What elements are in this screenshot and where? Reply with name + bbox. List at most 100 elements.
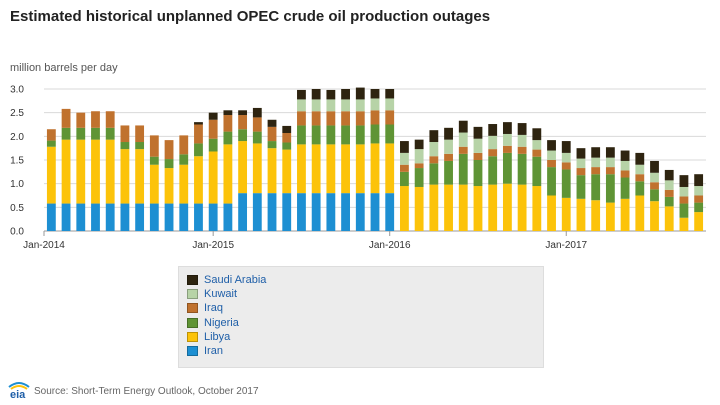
bar-segment-iraq [488, 149, 498, 157]
bar-segment-libya [208, 151, 218, 204]
legend-item: Libya [187, 330, 543, 344]
bar-segment-kuwait [650, 172, 659, 183]
bar-segment-kuwait [429, 142, 439, 157]
legend-label: Iraq [204, 302, 223, 315]
bar-segment-nigeria [576, 175, 586, 199]
bar-segment-iraq [282, 133, 292, 143]
bar-segment-iraq [61, 108, 71, 128]
legend-swatch [187, 289, 198, 300]
legend-label: Saudi Arabia [204, 274, 267, 287]
bar-segment-iran [120, 203, 130, 231]
bar-segment-saudi-arabia [194, 122, 203, 125]
bar-segment-kuwait [517, 134, 527, 147]
bar-segment-iran [194, 203, 203, 231]
bar-segment-iraq [267, 126, 277, 142]
y-tick-label: 3.0 [10, 85, 24, 96]
bar-segment-nigeria [46, 140, 56, 147]
bar-segment-iraq [429, 156, 439, 164]
bar-segment-kuwait [458, 132, 468, 147]
bar-segment-kuwait [311, 99, 321, 112]
bar-segment-iran [149, 203, 159, 231]
bar-segment-libya [547, 195, 556, 231]
bar-segment-iraq [194, 124, 203, 144]
bar-segment-saudi-arabia [400, 141, 409, 153]
bar-segment-kuwait [576, 158, 586, 169]
bar-segment-libya [591, 200, 601, 231]
bar-segment-iraq [561, 162, 571, 170]
bar-segment-iraq [238, 115, 248, 130]
bar-segment-iraq [326, 111, 336, 126]
legend-swatch [187, 317, 198, 328]
bar-segment-nigeria [105, 127, 115, 140]
bar-segment-iraq [576, 168, 586, 176]
bar-segment-nigeria [135, 142, 145, 150]
bar-segment-iran [238, 193, 248, 231]
bar-segment-iraq [458, 146, 468, 154]
legend-item: Iran [187, 344, 543, 358]
bar-segment-nigeria [91, 127, 100, 140]
bar-segment-nigeria [458, 153, 468, 185]
bar-segment-nigeria [76, 127, 86, 140]
bar-segment-iran [179, 203, 189, 231]
bar-segment-saudi-arabia [620, 150, 630, 161]
y-tick-label: 1.0 [10, 179, 24, 190]
bar-segment-libya [458, 184, 468, 231]
bar-segment-iraq [223, 115, 233, 132]
y-tick-label: 2.0 [10, 132, 24, 143]
bar-segment-kuwait [635, 164, 645, 175]
bar-segment-libya [311, 144, 321, 194]
bar-segment-nigeria [444, 160, 453, 185]
bar-segment-iran [91, 203, 100, 231]
bar-segment-iraq [444, 153, 453, 161]
bar-segment-nigeria [650, 189, 659, 202]
bar-segment-saudi-arabia [664, 169, 674, 181]
bar-segment-iraq [517, 146, 527, 154]
bar-segment-saudi-arabia [517, 123, 527, 135]
bar-segment-nigeria [591, 174, 601, 201]
bar-segment-libya [252, 143, 262, 194]
bar-segment-saudi-arabia [635, 152, 645, 165]
bar-segment-iraq [149, 135, 159, 157]
bar-segment-saudi-arabia [252, 107, 262, 118]
bar-segment-saudi-arabia [414, 139, 424, 150]
bar-segment-iran [326, 193, 336, 231]
bar-segment-libya [149, 164, 159, 204]
bar-segment-iraq [591, 167, 601, 175]
bar-segment-iraq [135, 125, 145, 143]
legend-label: Iran [204, 345, 223, 358]
chart-legend: Saudi Arabia Kuwait Iraq Nigeria Libya Iran [178, 266, 544, 368]
bar-segment-libya [576, 198, 586, 231]
bar-segment-kuwait [532, 140, 542, 150]
bar-segment-iraq [120, 125, 130, 143]
bar-segment-saudi-arabia [591, 147, 601, 158]
bar-segment-iraq [650, 182, 659, 190]
bar-segment-iraq [341, 111, 350, 126]
bar-segment-libya [488, 184, 498, 231]
bar-segment-nigeria [414, 168, 424, 187]
bar-segment-iraq [414, 163, 424, 169]
bar-segment-saudi-arabia [561, 141, 571, 153]
bar-segment-saudi-arabia [679, 175, 689, 187]
bar-segment-nigeria [326, 125, 336, 145]
bar-segment-saudi-arabia [576, 148, 586, 159]
bar-segment-iraq [105, 111, 115, 128]
bar-segment-nigeria [179, 154, 189, 165]
bar-segment-libya [385, 143, 395, 194]
bar-segment-libya [120, 149, 130, 204]
bar-segment-libya [326, 144, 336, 194]
legend-item: Nigeria [187, 316, 543, 330]
bar-segment-kuwait [547, 150, 556, 160]
bar-segment-libya [105, 139, 115, 204]
bar-segment-kuwait [341, 99, 350, 112]
bar-segment-iran [135, 203, 145, 231]
bar-segment-iran [164, 203, 174, 231]
bar-segment-nigeria [694, 202, 704, 213]
y-tick-label: 2.5 [10, 108, 24, 119]
bar-segment-iraq [179, 135, 189, 155]
bar-segment-nigeria [561, 169, 571, 198]
bar-segment-kuwait [297, 99, 306, 112]
bar-segment-kuwait [605, 157, 615, 168]
bar-segment-saudi-arabia [238, 110, 248, 116]
bar-segment-libya [267, 148, 277, 194]
bar-segment-libya [194, 156, 203, 204]
